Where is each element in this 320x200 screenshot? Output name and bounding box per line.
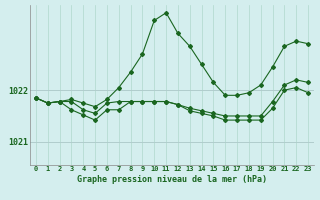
X-axis label: Graphe pression niveau de la mer (hPa): Graphe pression niveau de la mer (hPa) — [77, 175, 267, 184]
